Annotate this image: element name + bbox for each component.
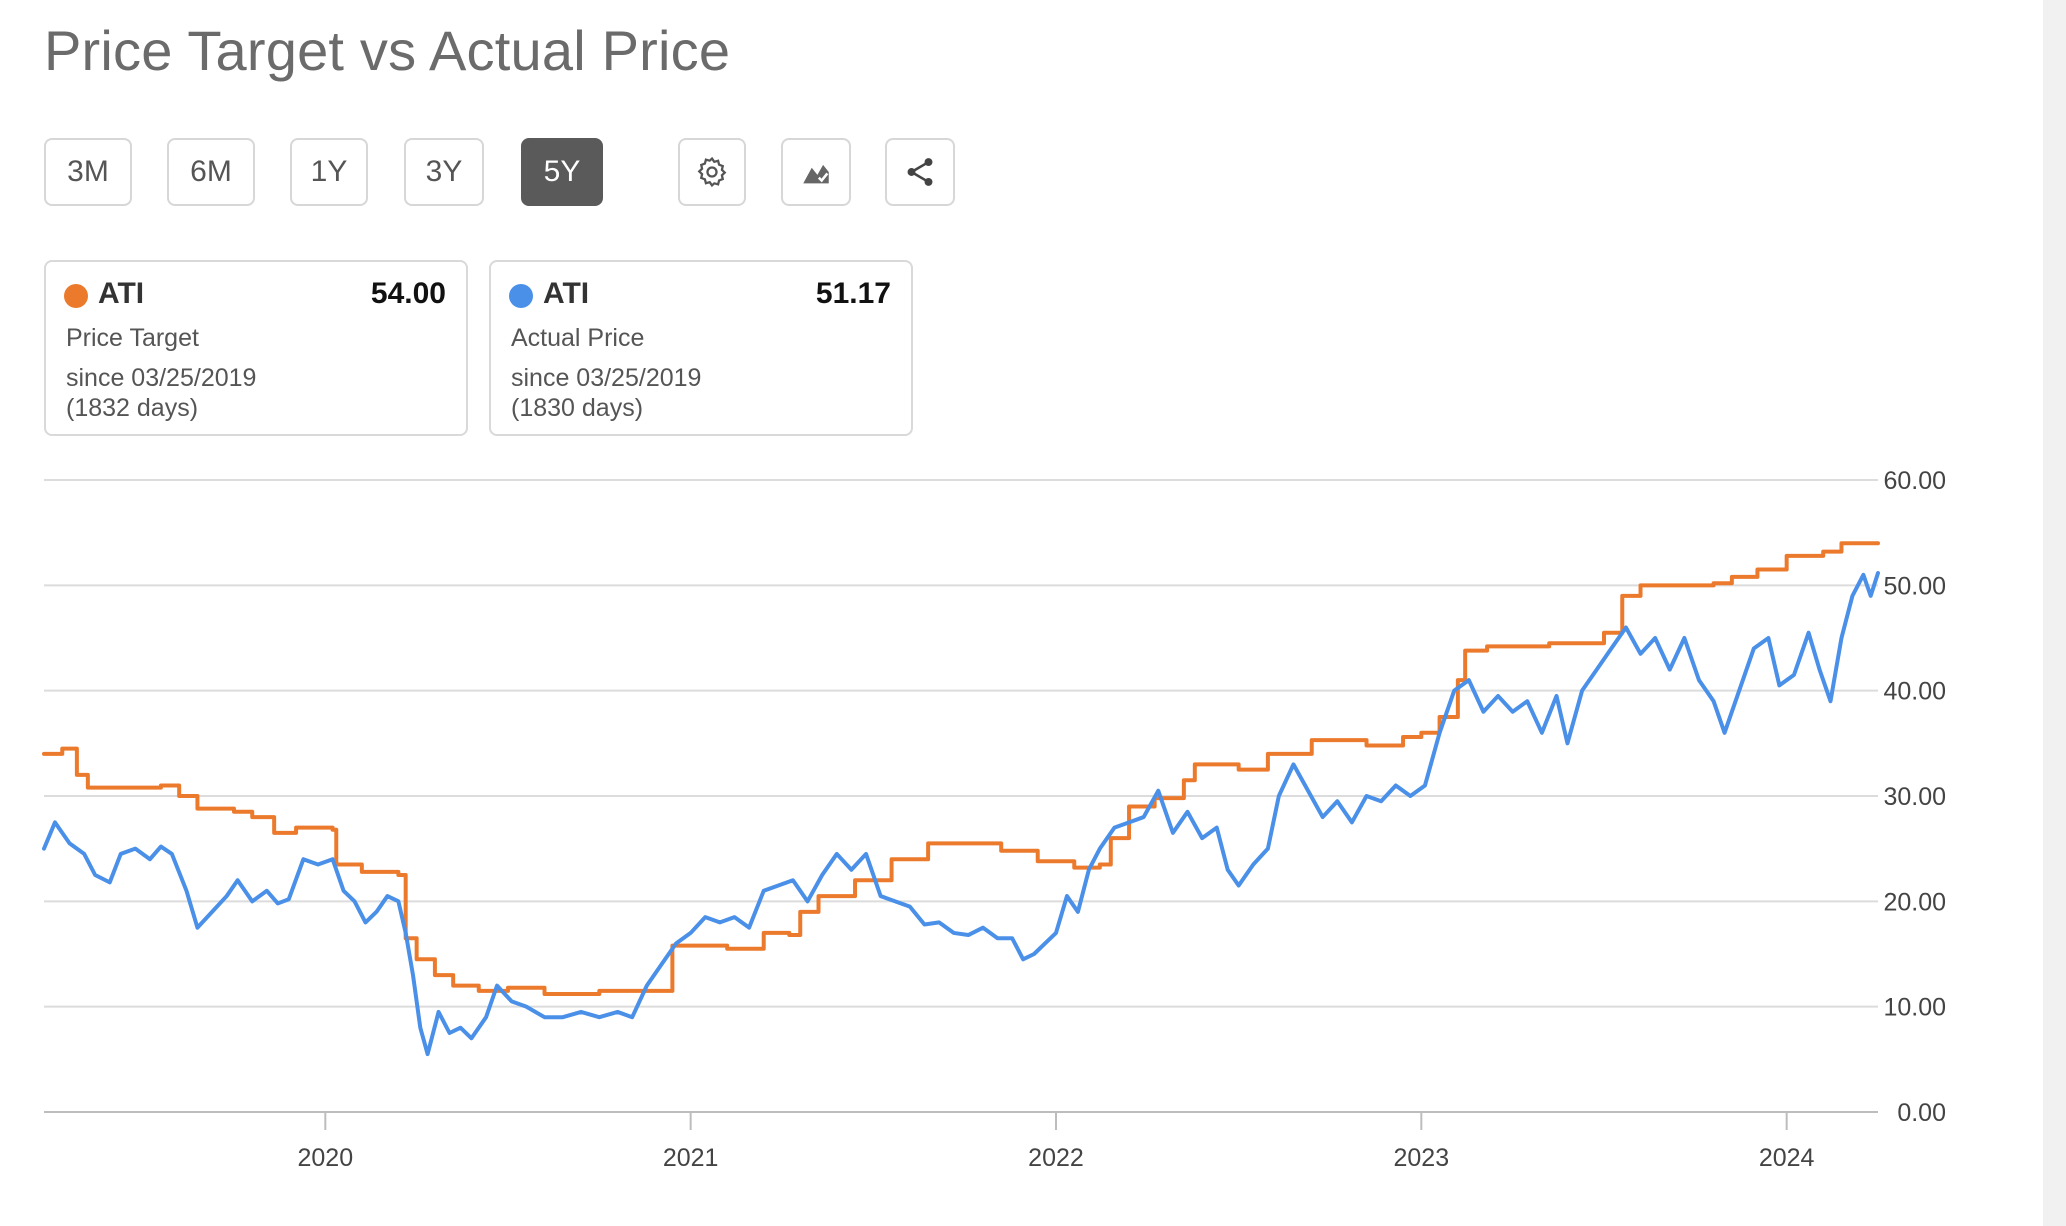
legend-card-actual-price: ATI 51.17 Actual Price since 03/25/2019 … — [489, 260, 913, 436]
x-tick-label: 2022 — [1028, 1144, 1084, 1172]
scrollbar-track[interactable] — [2043, 0, 2066, 1226]
settings-button[interactable] — [678, 138, 746, 206]
legend-label: Price Target — [66, 324, 199, 352]
y-tick-label: 10.00 — [1883, 994, 1946, 1022]
price-target-dot-icon — [64, 284, 88, 308]
legend-value: 54.00 — [370, 277, 446, 310]
range-button-3m[interactable]: 3M — [44, 138, 132, 206]
legend-label: Actual Price — [511, 324, 645, 352]
y-tick-label: 20.00 — [1883, 888, 1946, 916]
legend-days: (1832 days) — [66, 394, 199, 422]
legend-value: 51.17 — [815, 277, 891, 310]
x-tick-label: 2024 — [1759, 1144, 1815, 1172]
legend-since: since 03/25/2019 — [511, 364, 702, 392]
actual-price-dot-icon — [509, 284, 533, 308]
y-tick-label: 60.00 — [1883, 467, 1946, 495]
range-button-1y[interactable]: 1Y — [290, 138, 368, 206]
legend-card-price-target: ATI 54.00 Price Target since 03/25/2019 … — [44, 260, 468, 436]
x-tick-label: 2021 — [663, 1144, 719, 1172]
share-icon — [907, 158, 933, 186]
page-title: Price Target vs Actual Price — [44, 19, 731, 82]
legend-ticker: ATI — [98, 277, 145, 310]
y-tick-label: 0.00 — [1897, 1099, 1946, 1127]
gear-icon — [697, 156, 727, 188]
x-tick-label: 2020 — [297, 1144, 353, 1172]
share-button[interactable] — [885, 138, 955, 206]
range-button-5y[interactable]: 5Y — [521, 138, 603, 206]
price-target-line — [42, 541, 1880, 997]
range-button-6m[interactable]: 6M — [167, 138, 255, 206]
legend-since: since 03/25/2019 — [66, 364, 257, 392]
range-button-3y[interactable]: 3Y — [404, 138, 484, 206]
chart-type-icon — [803, 164, 829, 184]
price-chart[interactable]: 0.00 10.00 20.00 30.00 40.00 50.00 60.00 2020 20… — [0, 440, 2043, 1226]
y-tick-label: 40.00 — [1883, 678, 1946, 706]
legend-ticker: ATI — [543, 277, 590, 310]
actual-price-line — [42, 571, 1880, 1057]
y-tick-label: 30.00 — [1883, 783, 1946, 811]
y-tick-label: 50.00 — [1883, 572, 1946, 600]
legend-days: (1830 days) — [511, 394, 644, 422]
chart-type-button[interactable] — [781, 138, 851, 206]
x-tick-label: 2023 — [1394, 1144, 1450, 1172]
